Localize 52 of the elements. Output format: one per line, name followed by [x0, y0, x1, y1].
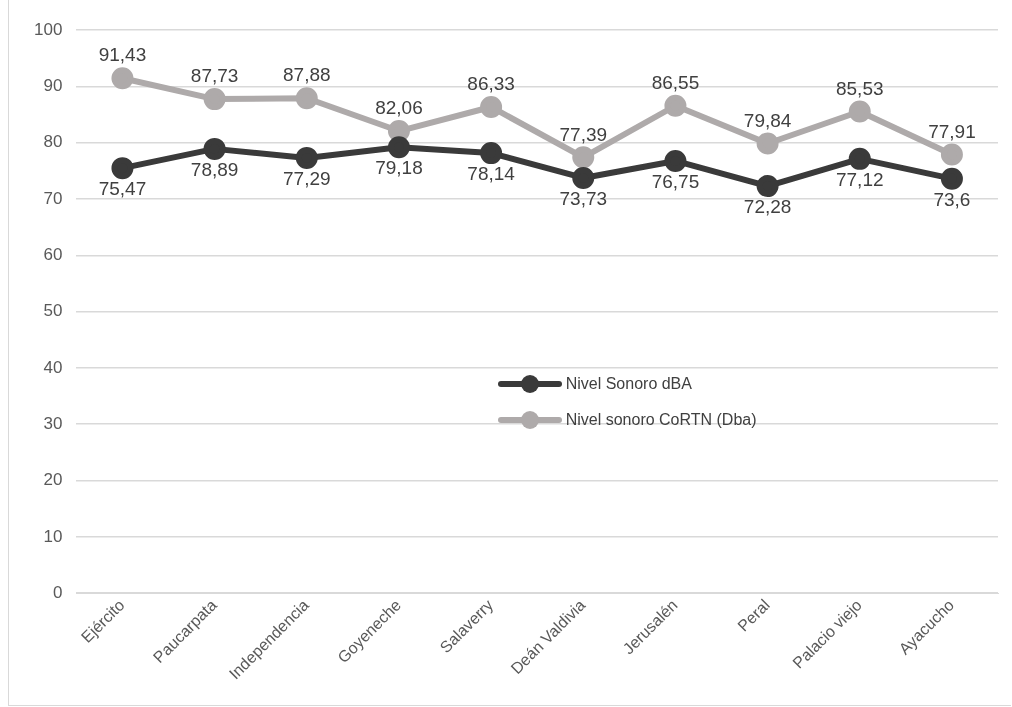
- data-label: 79,18: [375, 157, 423, 179]
- data-label: 78,89: [190, 159, 239, 181]
- point: [572, 166, 595, 189]
- data-label: 75,47: [98, 178, 147, 200]
- point: [572, 146, 595, 169]
- point: [756, 175, 779, 198]
- data-label: 82,06: [375, 97, 423, 119]
- point: [295, 146, 318, 169]
- data-label: 73,6: [933, 188, 971, 210]
- y-tick-label: 70: [43, 188, 63, 208]
- point: [111, 157, 134, 180]
- point: [203, 137, 226, 160]
- point: [111, 67, 134, 90]
- data-label: 79,84: [743, 109, 792, 131]
- point: [387, 136, 410, 159]
- y-tick-label: 80: [43, 132, 63, 152]
- point: [203, 88, 226, 111]
- data-label: 87,88: [283, 64, 331, 86]
- data-label: 77,29: [283, 168, 331, 190]
- point: [848, 100, 871, 123]
- point: [940, 167, 963, 190]
- data-label: 87,73: [190, 65, 239, 87]
- y-tick-label: 100: [33, 19, 63, 39]
- data-label: 78,14: [467, 163, 516, 185]
- y-tick-label: 40: [43, 357, 63, 377]
- point: [664, 94, 687, 117]
- data-label: 86,33: [467, 73, 515, 95]
- point: [664, 149, 687, 172]
- data-label: 85,53: [835, 77, 884, 99]
- y-tick-label: 90: [43, 76, 63, 96]
- y-tick-label: 20: [43, 470, 63, 490]
- y-tick-label: 10: [43, 526, 63, 546]
- y-tick-label: 0: [52, 582, 63, 602]
- data-label: 91,43: [98, 44, 147, 66]
- data-label: 77,91: [928, 120, 976, 142]
- y-tick-label: 50: [43, 301, 63, 321]
- data-label: 77,39: [559, 123, 608, 145]
- data-label: 77,12: [835, 169, 884, 191]
- point: [480, 142, 503, 165]
- point: [295, 87, 318, 110]
- point: [756, 132, 779, 155]
- data-label: 72,28: [743, 196, 792, 218]
- legend-label: Nivel Sonoro dBA: [565, 374, 692, 393]
- point: [848, 147, 871, 170]
- legend-label: Nivel sonoro CoRTN (Dba): [565, 410, 757, 429]
- y-tick-label: 60: [43, 244, 63, 264]
- point: [480, 95, 503, 118]
- point: [940, 143, 963, 166]
- data-label: 73,73: [559, 188, 608, 210]
- data-label: 76,75: [651, 171, 700, 193]
- y-tick-label: 30: [43, 413, 63, 433]
- data-label: 86,55: [651, 71, 700, 93]
